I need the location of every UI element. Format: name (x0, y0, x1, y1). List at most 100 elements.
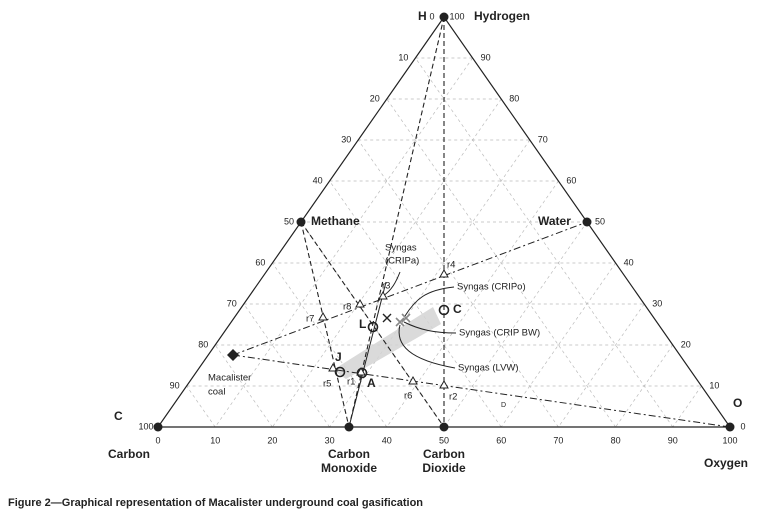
point-label: C (453, 302, 462, 316)
coal-label: coal (208, 387, 225, 398)
tick-label: 50 (284, 216, 294, 226)
grid-line (243, 303, 330, 428)
tick-label: 0 (155, 435, 160, 445)
circle-marker (367, 321, 379, 333)
tick-label: 20 (681, 339, 691, 349)
point-label: D (501, 402, 506, 409)
tick-label: 30 (325, 435, 335, 445)
tick-label: 50 (439, 435, 449, 445)
syngas-label: Syngas (385, 243, 417, 254)
point-label: r7 (306, 314, 314, 325)
vertex-name: Carbon (108, 447, 150, 461)
tick-label: 90 (170, 380, 180, 390)
point-label: r3 (382, 281, 390, 292)
tick-label: 20 (370, 93, 380, 103)
grid-line (357, 139, 559, 428)
species-label: Monoxide (321, 461, 377, 475)
species-label: Carbon (423, 447, 465, 461)
tick-label: 10 (210, 435, 220, 445)
triangle-marker (378, 290, 388, 300)
tick-label: 60 (566, 175, 576, 185)
coal-marker (227, 349, 239, 361)
tick-label: 60 (496, 435, 506, 445)
point-label: J (335, 350, 342, 364)
tie-line (348, 16, 445, 428)
point-label: r1 (347, 377, 355, 388)
species-label: Water (538, 214, 571, 228)
species-label: Methane (311, 214, 360, 228)
circle-marker (334, 366, 346, 378)
circle-marker (356, 367, 368, 379)
tick-label: 0 (740, 421, 745, 431)
syngas-band (333, 307, 441, 379)
grid-line (329, 180, 502, 428)
tick-label: 30 (341, 134, 351, 144)
grid-line (329, 139, 531, 428)
vertex-name: Oxygen (704, 456, 748, 470)
circle-marker (438, 304, 450, 316)
vertex-name: Hydrogen (474, 9, 530, 23)
tick-label: 90 (481, 52, 491, 62)
dot (296, 217, 306, 227)
x-marker (395, 313, 411, 327)
tick-label: 70 (538, 134, 548, 144)
caption: Figure 2—Graphical representation of Mac… (8, 497, 423, 509)
path-line (348, 281, 387, 428)
triangles (318, 268, 449, 389)
syngas-label: Syngas (CRIPo) (457, 282, 526, 293)
grid-line (186, 385, 216, 428)
syngas-label: Syngas (CRIP BW) (459, 328, 540, 339)
arrow (403, 321, 457, 334)
tie-line (300, 221, 350, 428)
tick-label: 40 (313, 175, 323, 185)
dot (344, 422, 354, 432)
arrow (404, 286, 455, 317)
grid-line (558, 303, 645, 428)
syngas-label: (CRIPa) (385, 256, 419, 267)
dot (582, 217, 592, 227)
point-label: r2 (449, 392, 457, 403)
species-label: Dioxide (422, 461, 466, 475)
point-label: r6 (404, 391, 412, 402)
triangle-marker (439, 268, 449, 278)
grid-line (386, 98, 616, 428)
tick-label: 70 (553, 435, 563, 445)
vertex-letter: O (733, 396, 742, 410)
tick-label: 20 (267, 435, 277, 445)
tick-label: 100 (722, 435, 737, 445)
tick-label: 50 (595, 216, 605, 226)
grid-line (214, 57, 473, 428)
syngas-label: Syngas (LVW) (458, 363, 519, 374)
point-label: r8 (343, 302, 351, 313)
tick-label: 100 (449, 11, 464, 21)
coal-label: Macalister (208, 373, 251, 384)
tick-label: 10 (398, 52, 408, 62)
tick-label: 80 (611, 435, 621, 445)
dot (439, 422, 449, 432)
triangle-marker (408, 375, 418, 385)
x-marker (382, 313, 392, 323)
triangle-marker (355, 298, 365, 308)
point-label: L (359, 317, 366, 331)
arrow (382, 271, 401, 297)
triangle-marker (328, 362, 338, 372)
point-label: r5 (323, 379, 331, 390)
dot (153, 422, 163, 432)
tick-label: 10 (709, 380, 719, 390)
dot (439, 12, 449, 22)
triangle-marker (356, 366, 366, 376)
tick-label: 70 (227, 298, 237, 308)
tick-label: 40 (382, 435, 392, 445)
tick-label: 30 (652, 298, 662, 308)
tick-label: 80 (198, 339, 208, 349)
tick-label: 80 (509, 93, 519, 103)
coal-oxygen-line (232, 354, 731, 428)
tick-label: 60 (255, 257, 265, 267)
vertex-dots (153, 12, 735, 432)
triangle-marker (439, 379, 449, 389)
grid-line (214, 344, 273, 428)
point-label: A (367, 376, 376, 390)
vertex-letter: C (114, 409, 123, 423)
tick-label: 90 (668, 435, 678, 445)
